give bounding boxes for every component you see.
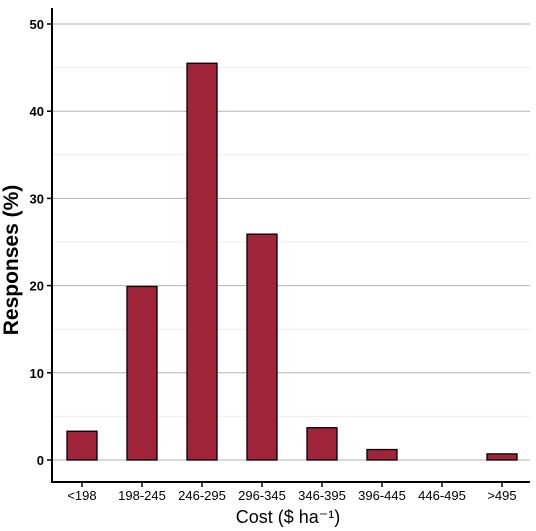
axes [51, 8, 530, 483]
x-axis-title: Cost ($ ha⁻¹) [236, 507, 341, 527]
y-ticks: 0 10 20 30 40 50 [30, 17, 52, 468]
x-tick-label: 346-395 [298, 488, 346, 503]
bar [66, 430, 98, 461]
bar [366, 448, 398, 461]
y-tick-label: 10 [30, 366, 44, 381]
y-tick-label: 50 [30, 17, 44, 32]
y-tick-label: 30 [30, 191, 44, 206]
bar [306, 427, 338, 461]
y-tick-label: 0 [37, 453, 44, 468]
bar [486, 453, 518, 461]
x-tick-label: 296-345 [238, 488, 286, 503]
x-tick-label: 396-445 [358, 488, 406, 503]
bar [246, 233, 278, 461]
x-tick-label: >495 [487, 488, 516, 503]
bars [66, 62, 518, 461]
gridlines [52, 23, 530, 461]
x-tick-label: <198 [67, 488, 96, 503]
x-tick-label: 198-245 [118, 488, 166, 503]
y-tick-label: 20 [30, 279, 44, 294]
bar [186, 62, 218, 461]
bar [126, 285, 158, 461]
x-tick-label: 246-295 [178, 488, 226, 503]
y-tick-label: 40 [30, 104, 44, 119]
x-ticks: <198 198-245 246-295 296-345 346-395 396-445 4… [67, 482, 517, 503]
x-tick-label: 446-495 [418, 488, 466, 503]
y-axis-title: Responses (%) [0, 185, 23, 336]
